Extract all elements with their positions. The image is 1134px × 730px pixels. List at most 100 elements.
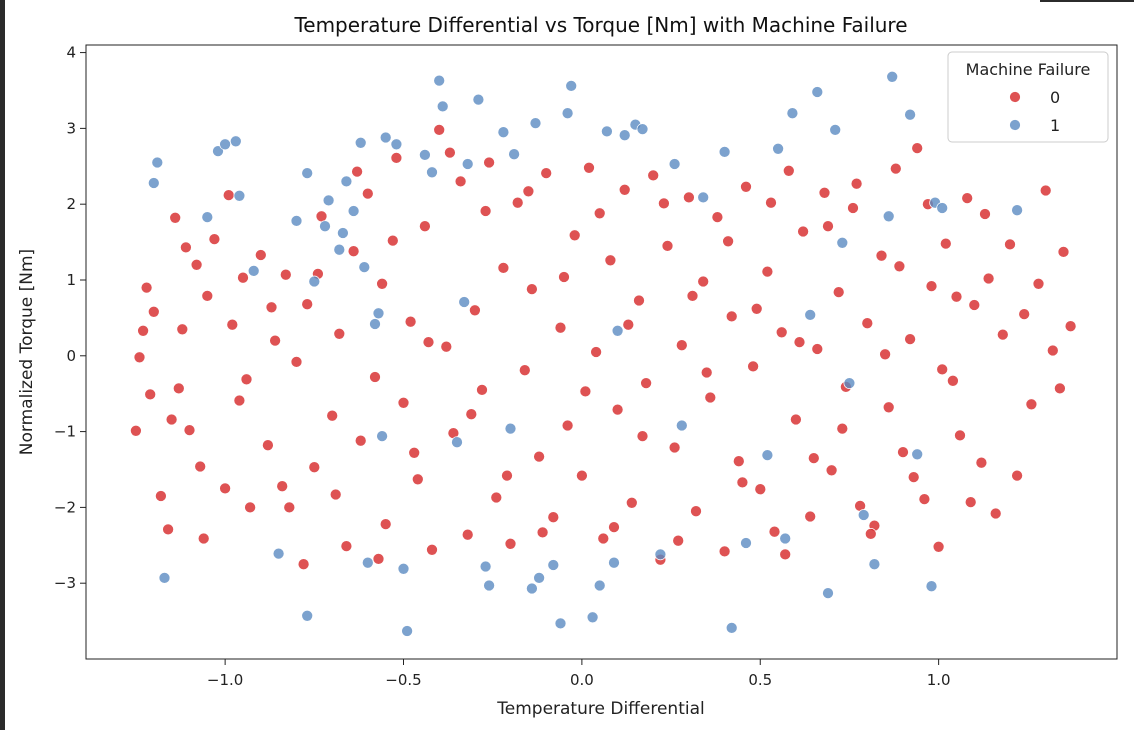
- point-series-0-56: [511, 196, 524, 209]
- point-series-1-74: [322, 194, 335, 207]
- point-series-0-24: [279, 268, 292, 281]
- point-series-0-68: [597, 532, 610, 545]
- point-series-1-83: [458, 296, 471, 308]
- point-series-0-35: [361, 187, 374, 200]
- point-series-0-176: [864, 528, 877, 540]
- point-series-1-44: [618, 129, 631, 142]
- point-series-0-150: [444, 146, 456, 159]
- point-series-0-1: [130, 424, 142, 437]
- point-series-0-74: [640, 377, 652, 389]
- point-series-0-141: [265, 301, 278, 314]
- point-series-0-53: [490, 491, 503, 504]
- point-series-0-49: [461, 528, 474, 541]
- point-series-0-91: [761, 265, 774, 278]
- point-series-0-16: [226, 318, 239, 331]
- point-series-1-42: [601, 125, 613, 138]
- point-series-0-167: [736, 476, 749, 489]
- point-series-1-9: [272, 547, 285, 560]
- point-series-0-149: [422, 336, 435, 348]
- point-series-0-28: [308, 461, 321, 474]
- point-series-1-20: [390, 138, 403, 151]
- y-tick-label: −2: [54, 498, 76, 516]
- point-series-0-50: [469, 304, 481, 317]
- point-series-1-26: [436, 100, 449, 113]
- point-series-0-33: [347, 245, 360, 258]
- point-series-0-157: [579, 385, 592, 398]
- points-layer: [130, 70, 1077, 637]
- point-series-0-151: [465, 408, 478, 421]
- legend-label-0: 0: [1050, 88, 1060, 107]
- point-series-1-57: [822, 587, 834, 599]
- point-series-1-76: [376, 430, 388, 442]
- point-series-0-41: [404, 315, 417, 328]
- point-series-0-148: [408, 446, 421, 459]
- point-series-0-139: [222, 189, 235, 201]
- point-series-0-71: [618, 183, 631, 196]
- point-series-0-14: [208, 233, 221, 245]
- point-series-0-120: [968, 299, 981, 311]
- point-series-0-43: [419, 220, 431, 233]
- point-series-0-40: [397, 396, 410, 409]
- point-series-0-12: [197, 532, 210, 545]
- point-series-0-84: [711, 211, 724, 223]
- point-series-0-137: [180, 241, 192, 254]
- point-series-0-133: [1064, 320, 1077, 333]
- point-series-1-71: [347, 205, 360, 217]
- point-series-0-156: [558, 271, 570, 283]
- point-series-0-182: [950, 290, 963, 303]
- point-series-0-85: [718, 545, 731, 558]
- point-series-0-31: [333, 327, 346, 340]
- point-series-0-60: [540, 167, 553, 179]
- y-tick-label: 4: [66, 44, 76, 62]
- legend-marker-0: [1009, 91, 1021, 103]
- point-series-0-181: [936, 363, 949, 376]
- point-series-1-34: [526, 582, 538, 595]
- point-series-1-52: [740, 537, 752, 549]
- point-series-0-8: [172, 382, 185, 395]
- legend: Machine Failure 0 1: [947, 51, 1109, 143]
- point-series-0-152: [479, 205, 492, 217]
- x-tick-label: 0.0: [570, 671, 594, 689]
- point-series-1-12: [301, 609, 314, 622]
- point-series-0-2: [137, 324, 149, 337]
- point-series-0-165: [700, 366, 713, 379]
- point-series-1-54: [779, 532, 792, 545]
- point-series-0-177: [879, 348, 891, 361]
- point-series-0-90: [754, 483, 767, 496]
- point-series-1-46: [636, 123, 649, 135]
- y-tick-label: 1: [66, 271, 76, 289]
- point-series-0-183: [964, 496, 977, 508]
- point-series-0-134: [1032, 277, 1045, 290]
- point-series-0-62: [554, 321, 567, 334]
- point-series-0-13: [201, 290, 214, 302]
- point-series-0-80: [683, 191, 695, 204]
- point-series-1-11: [301, 167, 314, 179]
- point-series-1-17: [361, 556, 374, 569]
- point-series-1-53: [772, 142, 784, 155]
- point-series-0-34: [354, 434, 367, 447]
- point-series-1-28: [472, 93, 485, 106]
- point-series-0-94: [782, 164, 795, 177]
- point-series-0-42: [411, 473, 424, 486]
- point-series-0-61: [547, 511, 560, 524]
- point-series-0-172: [807, 452, 820, 464]
- point-series-0-15: [219, 482, 231, 495]
- point-series-0-82: [697, 275, 710, 288]
- point-series-0-130: [1046, 344, 1059, 357]
- point-series-1-60: [857, 509, 870, 521]
- point-series-0-136: [165, 413, 178, 426]
- point-series-0-17: [233, 394, 246, 407]
- point-series-0-48: [454, 175, 467, 188]
- point-series-0-73: [633, 294, 645, 307]
- point-series-0-154: [522, 185, 535, 198]
- point-series-0-3: [140, 281, 153, 294]
- point-series-1-48: [668, 158, 681, 170]
- plot-frame: [85, 44, 1118, 660]
- y-tick-label: 2: [66, 195, 76, 213]
- point-series-1-66: [925, 580, 938, 593]
- point-series-1-68: [936, 202, 949, 214]
- point-series-0-88: [740, 180, 752, 193]
- point-series-1-22: [401, 625, 413, 637]
- point-series-0-96: [797, 225, 809, 238]
